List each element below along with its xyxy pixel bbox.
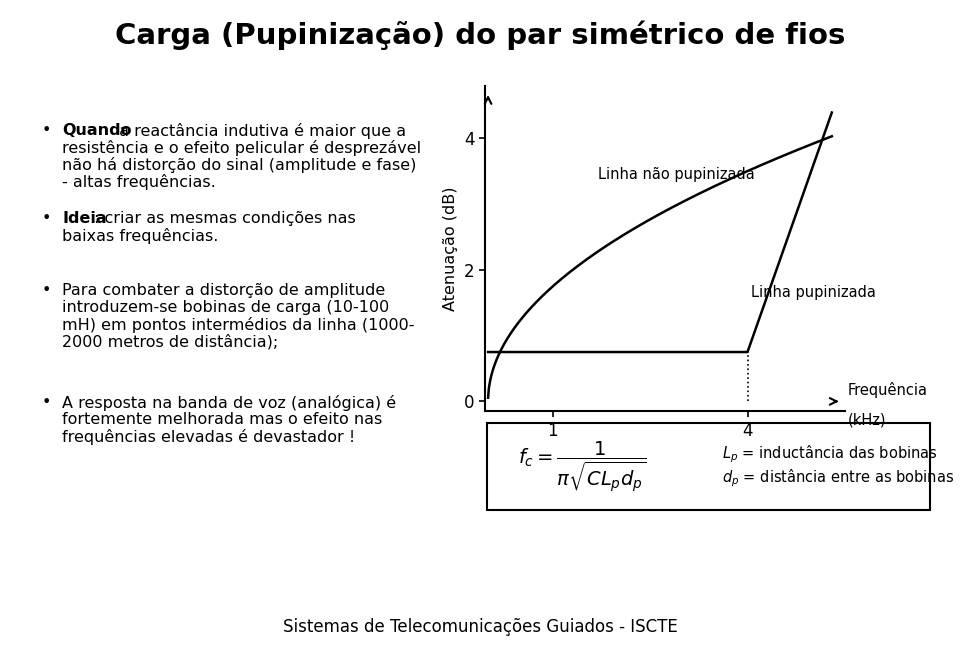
Text: A resposta na banda de voz (analógica) é: A resposta na banda de voz (analógica) é [62, 395, 396, 411]
Text: distorção de amplitude: distorção de amplitude [488, 231, 657, 246]
Text: •: • [42, 283, 52, 298]
Text: Sistemas de Telecomunicações Guiados - ISCTE: Sistemas de Telecomunicações Guiados - I… [282, 618, 678, 636]
Text: (kHz): (kHz) [848, 413, 886, 428]
Text: Linha não pupinizada: Linha não pupinizada [598, 167, 756, 182]
Text: Carga (Pupinização) do par simétrico de fios: Carga (Pupinização) do par simétrico de … [115, 20, 845, 49]
Text: $f_c = \dfrac{1}{\pi\sqrt{CL_p d_p}}$: $f_c = \dfrac{1}{\pi\sqrt{CL_p d_p}}$ [517, 439, 646, 494]
Text: não há distorção do sinal (amplitude e fase): não há distorção do sinal (amplitude e f… [62, 157, 417, 173]
Y-axis label: Atenuação (dB): Atenuação (dB) [444, 186, 458, 311]
Text: Atenuação constante ⇒ não há: Atenuação constante ⇒ não há [488, 247, 715, 263]
Text: Linha pupinizada: Linha pupinizada [751, 286, 876, 300]
Text: •: • [42, 395, 52, 410]
Text: mH) em pontos intermédios da linha (1000-: mH) em pontos intermédios da linha (1000… [62, 317, 415, 333]
Text: •: • [42, 123, 52, 138]
Text: fortemente melhorada mas o efeito nas: fortemente melhorada mas o efeito nas [62, 412, 382, 427]
Text: Para combater a distorção de amplitude: Para combater a distorção de amplitude [62, 283, 385, 298]
Text: - altas frequências.: - altas frequências. [62, 174, 216, 190]
Text: resistência e o efeito pelicular é desprezável: resistência e o efeito pelicular é despr… [62, 140, 421, 156]
Text: 2000 metros de distância);: 2000 metros de distância); [62, 334, 278, 349]
Text: Frequência: Frequência [848, 382, 928, 398]
Text: a reactância indutiva é maior que a: a reactância indutiva é maior que a [114, 123, 406, 139]
Bar [487, 423, 930, 510]
Text: $d_p$ = distância entre as bobinas: $d_p$ = distância entre as bobinas [722, 468, 954, 490]
Text: baixas frequências.: baixas frequências. [62, 228, 218, 244]
Text: Quando: Quando [62, 123, 132, 138]
Text: frequências elevadas é devastador !: frequências elevadas é devastador ! [62, 429, 355, 445]
Text: introduzem-se bobinas de carga (10-100: introduzem-se bobinas de carga (10-100 [62, 300, 389, 315]
Text: : criar as mesmas condições nas: : criar as mesmas condições nas [94, 211, 356, 226]
Text: $L_p$ = inductância das bobinas: $L_p$ = inductância das bobinas [722, 443, 938, 465]
Text: •: • [42, 211, 52, 226]
Text: Ideia: Ideia [62, 211, 107, 226]
